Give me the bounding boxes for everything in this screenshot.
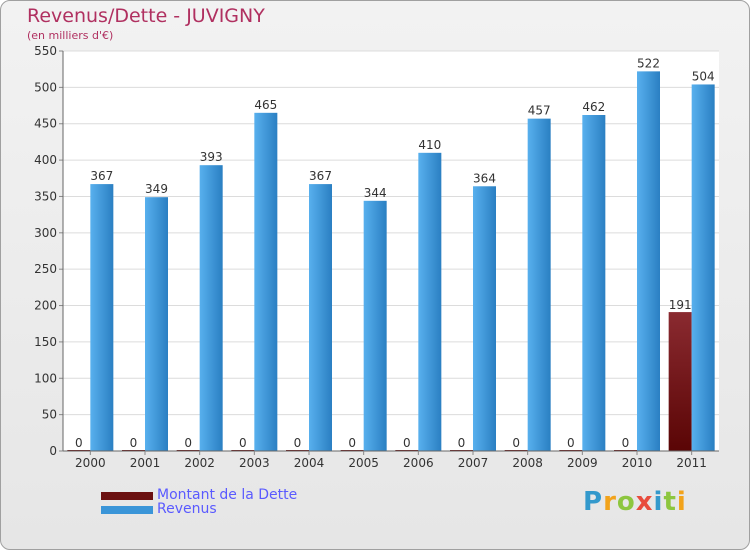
y-tick-labels: 0 50 100 150 200 250 300 350 400 450 500 550 bbox=[34, 44, 57, 458]
data-label-revenus-2000: 367 bbox=[90, 169, 113, 183]
bar-revenus-2000 bbox=[90, 184, 114, 451]
bar-revenus-2003 bbox=[254, 112, 278, 452]
data-label-revenus-2010: 522 bbox=[637, 56, 660, 70]
data-label-dette-2011: 191 bbox=[669, 298, 692, 312]
bar-revenus-2008 bbox=[527, 118, 551, 452]
x-tick-label: 2002 bbox=[184, 456, 215, 470]
y-tick-label: 200 bbox=[34, 299, 57, 313]
bar-revenus-2009 bbox=[582, 115, 606, 451]
bar-revenus-2006 bbox=[418, 152, 442, 451]
data-label-dette-2008: 0 bbox=[512, 436, 520, 450]
y-tick-label: 250 bbox=[34, 262, 57, 276]
x-tick-label: 2007 bbox=[458, 456, 489, 470]
grid-lines bbox=[63, 50, 719, 452]
chart-subtitle: (en milliers d'€) bbox=[27, 29, 114, 42]
data-label-revenus-2008: 457 bbox=[528, 104, 551, 118]
data-label-dette-2000: 0 bbox=[75, 436, 83, 450]
x-tick-labels: 2000 2001 2002 2003 2004 2005 2006 2007 2008 2009… bbox=[75, 456, 707, 470]
data-label-dette-2009: 0 bbox=[567, 436, 575, 450]
data-label-revenus-2004: 367 bbox=[309, 169, 332, 183]
logo-letter: i bbox=[676, 487, 687, 517]
x-tick-label: 2009 bbox=[567, 456, 598, 470]
logo-letter: t bbox=[663, 487, 677, 517]
data-label-revenus-2003: 465 bbox=[254, 98, 277, 112]
y-tick-label: 50 bbox=[42, 408, 57, 422]
plot-area bbox=[63, 51, 719, 451]
data-label-dette-2005: 0 bbox=[348, 436, 356, 450]
bar-revenus-2005 bbox=[363, 200, 387, 451]
bars bbox=[67, 71, 715, 452]
logo-letter: o bbox=[616, 487, 636, 517]
logo-letter: x bbox=[635, 487, 654, 517]
bar-revenus-2010 bbox=[637, 71, 660, 451]
data-label-dette-2004: 0 bbox=[294, 436, 302, 450]
y-tick-label: 550 bbox=[34, 44, 57, 58]
data-label-dette-2001: 0 bbox=[130, 436, 138, 450]
y-tick-label: 450 bbox=[34, 117, 57, 131]
data-label-revenus-2002: 393 bbox=[200, 150, 223, 164]
bar-revenus-2007 bbox=[473, 186, 496, 452]
bar-dette-2011 bbox=[668, 312, 692, 451]
y-tick-label: 400 bbox=[34, 153, 57, 167]
x-tick-label: 2005 bbox=[348, 456, 379, 470]
x-tick-label: 2003 bbox=[239, 456, 270, 470]
chart-title: Revenus/Dette - JUVIGNY bbox=[27, 5, 265, 27]
data-label-revenus-2011: 504 bbox=[692, 69, 715, 83]
legend-label-revenus: Revenus bbox=[157, 501, 217, 517]
legend-swatch-dette bbox=[101, 492, 153, 500]
proxiti-logo: Proxiti bbox=[583, 487, 687, 517]
y-tick-label: 500 bbox=[34, 80, 57, 94]
x-tick-label: 2010 bbox=[622, 456, 653, 470]
data-label-dette-2003: 0 bbox=[239, 436, 247, 450]
y-tick-label: 150 bbox=[34, 335, 57, 349]
x-tick-label: 2000 bbox=[75, 456, 106, 470]
data-label-dette-2002: 0 bbox=[184, 436, 192, 450]
legend-swatch-revenus bbox=[101, 506, 153, 514]
data-labels: 0 367 0 349 0 393 0 465 0 367 0 344 0 410 0 364 0 457 0 462… bbox=[75, 56, 715, 450]
y-tick-label: 100 bbox=[34, 371, 57, 385]
data-label-revenus-2001: 349 bbox=[145, 182, 168, 196]
logo-letter: r bbox=[603, 487, 617, 517]
x-tick-label: 2006 bbox=[403, 456, 434, 470]
data-label-dette-2010: 0 bbox=[622, 436, 630, 450]
bar-revenus-2001 bbox=[145, 197, 168, 451]
x-tick-label: 2001 bbox=[130, 456, 161, 470]
data-label-revenus-2007: 364 bbox=[473, 171, 496, 185]
logo-letter: P bbox=[583, 487, 604, 517]
data-label-dette-2006: 0 bbox=[403, 436, 411, 450]
legend-label-dette: Montant de la Dette bbox=[157, 487, 298, 503]
data-label-revenus-2005: 344 bbox=[364, 186, 387, 200]
data-label-revenus-2009: 462 bbox=[582, 100, 605, 114]
bar-revenus-2011 bbox=[691, 84, 715, 452]
y-tick-label: 300 bbox=[34, 226, 57, 240]
data-label-dette-2007: 0 bbox=[458, 436, 466, 450]
bar-revenus-2004 bbox=[309, 184, 332, 451]
x-tick-label: 2011 bbox=[676, 456, 707, 470]
x-tick-label: 2008 bbox=[512, 456, 543, 470]
axes bbox=[59, 50, 719, 455]
x-tick-label: 2004 bbox=[294, 456, 325, 470]
y-tick-label: 0 bbox=[49, 444, 57, 458]
logo-letter: i bbox=[653, 487, 664, 517]
data-label-revenus-2006: 410 bbox=[418, 138, 441, 152]
y-tick-label: 350 bbox=[34, 189, 57, 203]
bar-revenus-2002 bbox=[199, 165, 223, 451]
